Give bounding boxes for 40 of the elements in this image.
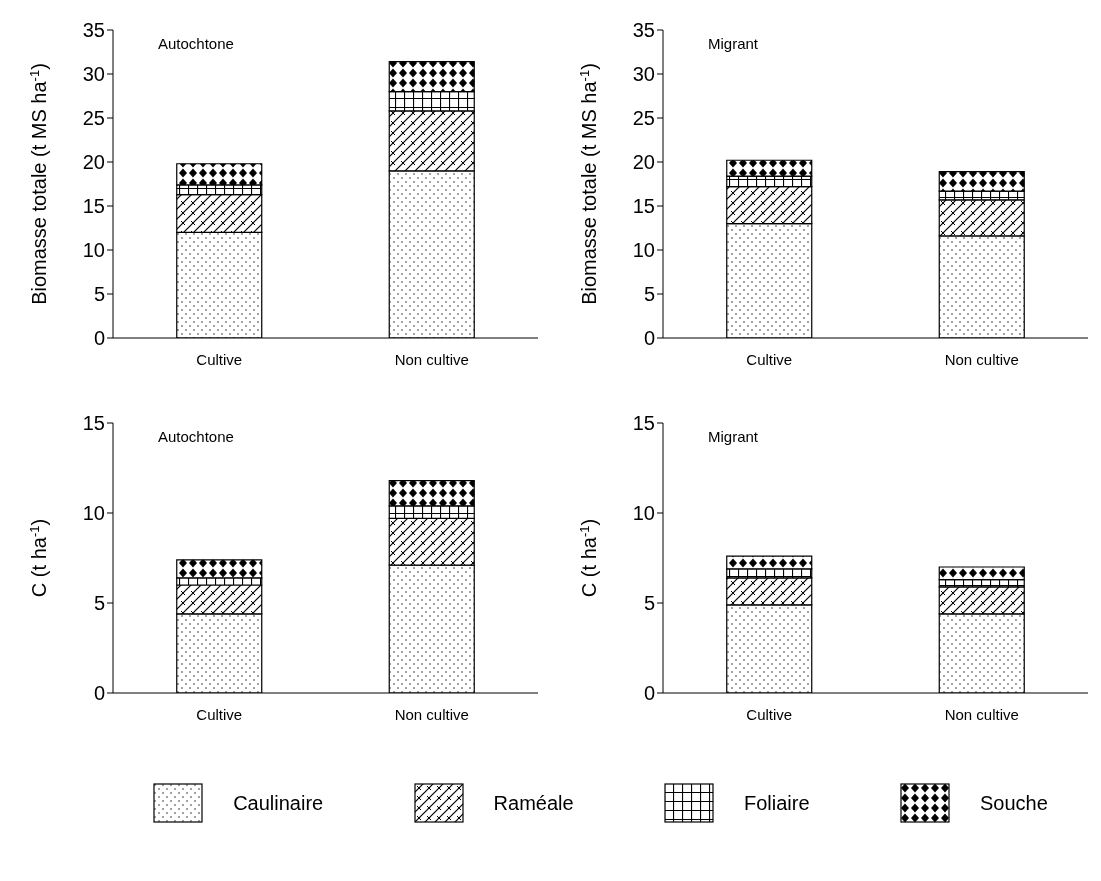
- x-tick-label: Non cultive: [394, 350, 469, 368]
- x-tick-label: Cultive: [746, 705, 793, 723]
- y-tick-label: 30: [82, 63, 105, 86]
- annotation: Migrant: [708, 428, 759, 445]
- x-tick-label: Cultive: [196, 350, 243, 368]
- y-tick-label: 0: [643, 327, 655, 350]
- y-tick-label: 15: [632, 412, 655, 435]
- y-tick-label: 25: [632, 107, 655, 130]
- y-tick-label: 35: [82, 19, 105, 42]
- x-tick-label: Non cultive: [394, 705, 469, 723]
- annotation: Autochtone: [158, 428, 234, 445]
- y-tick-label: 20: [82, 151, 105, 174]
- y-tick-label: 0: [93, 682, 105, 705]
- legend-label: Caulinaire: [233, 791, 324, 815]
- y-tick-label: 30: [632, 63, 655, 86]
- y-tick-label: 25: [82, 107, 105, 130]
- legend-label: Souche: [979, 791, 1048, 815]
- x-tick-label: Non cultive: [944, 705, 1019, 723]
- y-tick-label: 10: [632, 502, 655, 525]
- y-tick-label: 15: [632, 195, 655, 218]
- y-tick-label: 20: [632, 151, 655, 174]
- x-tick-label: Cultive: [746, 350, 793, 368]
- annotation: Autochtone: [158, 35, 234, 52]
- y-tick-label: 35: [632, 19, 655, 42]
- y-tick-label: 10: [82, 239, 105, 262]
- legend-label: Foliaire: [744, 791, 810, 815]
- y-tick-label: 5: [93, 283, 105, 306]
- y-tick-label: 0: [643, 682, 655, 705]
- y-tick-label: 5: [643, 283, 655, 306]
- y-tick-label: 0: [93, 327, 105, 350]
- annotation: Migrant: [708, 35, 759, 52]
- x-tick-label: Non cultive: [944, 350, 1019, 368]
- y-tick-label: 5: [93, 592, 105, 615]
- y-tick-label: 15: [82, 195, 105, 218]
- y-tick-label: 5: [643, 592, 655, 615]
- x-tick-label: Cultive: [196, 705, 243, 723]
- y-tick-label: 15: [82, 412, 105, 435]
- legend-label: Raméale: [493, 791, 574, 815]
- y-tick-label: 10: [632, 239, 655, 262]
- y-tick-label: 10: [82, 502, 105, 525]
